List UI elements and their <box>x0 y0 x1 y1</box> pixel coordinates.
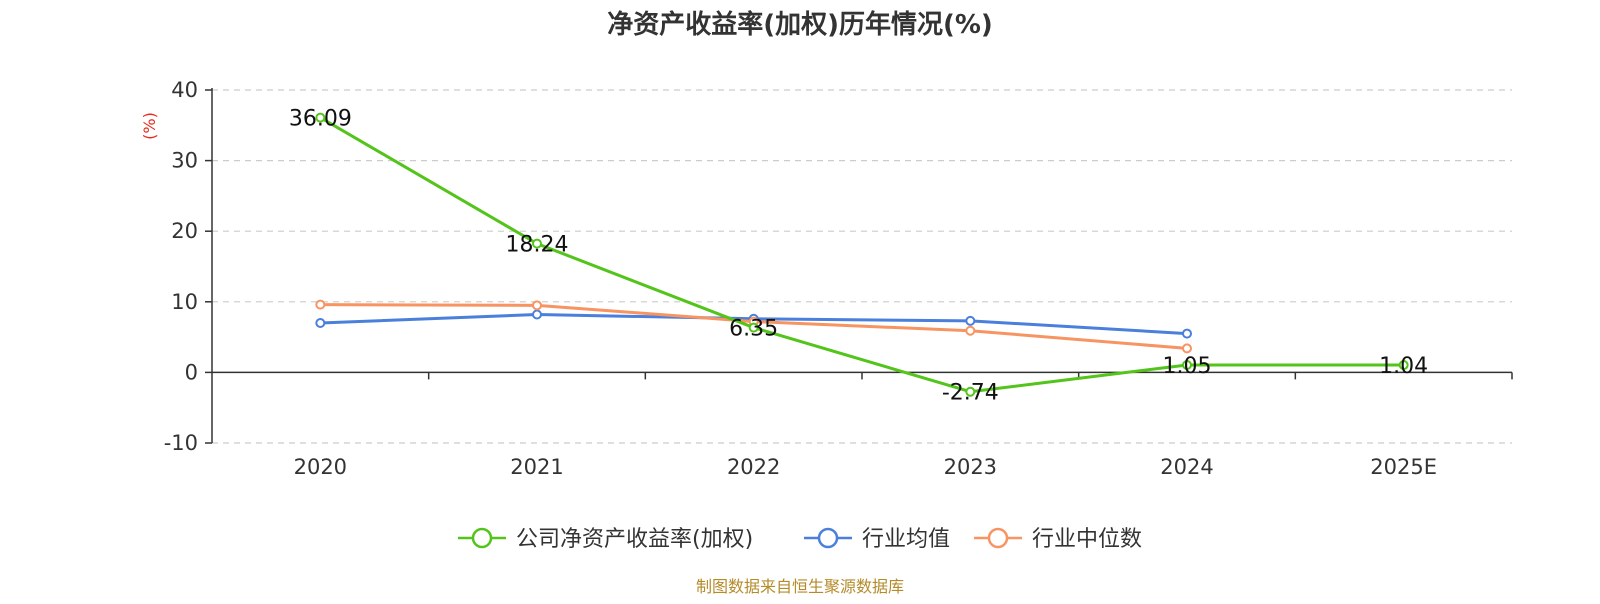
data-label: 1.05 <box>1163 354 1212 379</box>
y-tick-label: 30 <box>171 149 198 173</box>
data-point <box>1182 359 1192 370</box>
data-label-layer: 36.09 18.24 6.35 -2.74 1.05 1.04 <box>289 107 1428 406</box>
x-tick-label: 2025E <box>1370 455 1437 479</box>
data-point <box>532 238 542 249</box>
axis-layer: -10 0 10 20 30 40 2020 2021 2022 2023 2024 2025E <box>164 78 1513 479</box>
legend-marker-icon <box>987 527 1009 549</box>
x-tick-label: 2023 <box>944 455 997 479</box>
chart-title: 净资产收益率(加权)历年情况(%) <box>607 9 993 40</box>
series-layer <box>315 112 1409 397</box>
x-tick-label: 2022 <box>727 455 780 479</box>
data-point <box>965 315 976 326</box>
data-point <box>532 300 542 311</box>
series-2 <box>315 299 1192 354</box>
data-point <box>532 309 542 320</box>
data-point <box>965 386 976 397</box>
legend-marker-icon <box>471 527 493 549</box>
source-note: 制图数据来自恒生聚源数据库 <box>696 577 904 596</box>
data-label: -2.74 <box>942 381 999 406</box>
data-point <box>1182 328 1192 339</box>
legend-label: 行业中位数 <box>1032 527 1142 552</box>
x-tick-label: 2020 <box>294 455 347 479</box>
x-tick-label: 2021 <box>510 455 563 479</box>
x-tick-label: 2024 <box>1160 455 1213 479</box>
series-line <box>319 116 1404 394</box>
data-point <box>315 112 326 123</box>
legend-label: 公司净资产收益率(加权) <box>516 527 753 552</box>
data-point <box>315 317 326 328</box>
legend: 公司净资产收益率(加权) 行业均值 行业中位数 <box>458 527 1142 552</box>
data-point <box>748 322 759 333</box>
data-point <box>315 299 326 310</box>
y-tick-label: -10 <box>164 431 198 455</box>
data-point <box>1398 360 1409 371</box>
data-label: 1.04 <box>1379 354 1428 379</box>
data-label: 6.35 <box>729 317 778 342</box>
data-label: 36.09 <box>289 107 352 132</box>
data-label: 18.24 <box>506 233 569 258</box>
legend-item[interactable]: 行业均值 <box>804 527 950 552</box>
legend-marker-icon <box>817 527 839 549</box>
y-axis-unit-label: (%) <box>140 112 159 140</box>
grid-layer <box>212 89 1512 444</box>
y-tick-label: 10 <box>171 290 198 314</box>
legend-item[interactable]: 公司净资产收益率(加权) <box>458 527 753 552</box>
data-point <box>965 325 976 336</box>
data-point <box>1182 343 1192 354</box>
y-tick-label: 0 <box>185 360 198 384</box>
legend-label: 行业均值 <box>862 527 950 552</box>
legend-item[interactable]: 行业中位数 <box>974 527 1142 552</box>
series-0 <box>315 112 1409 397</box>
y-tick-label: 40 <box>171 78 198 102</box>
y-tick-label: 20 <box>171 219 198 243</box>
